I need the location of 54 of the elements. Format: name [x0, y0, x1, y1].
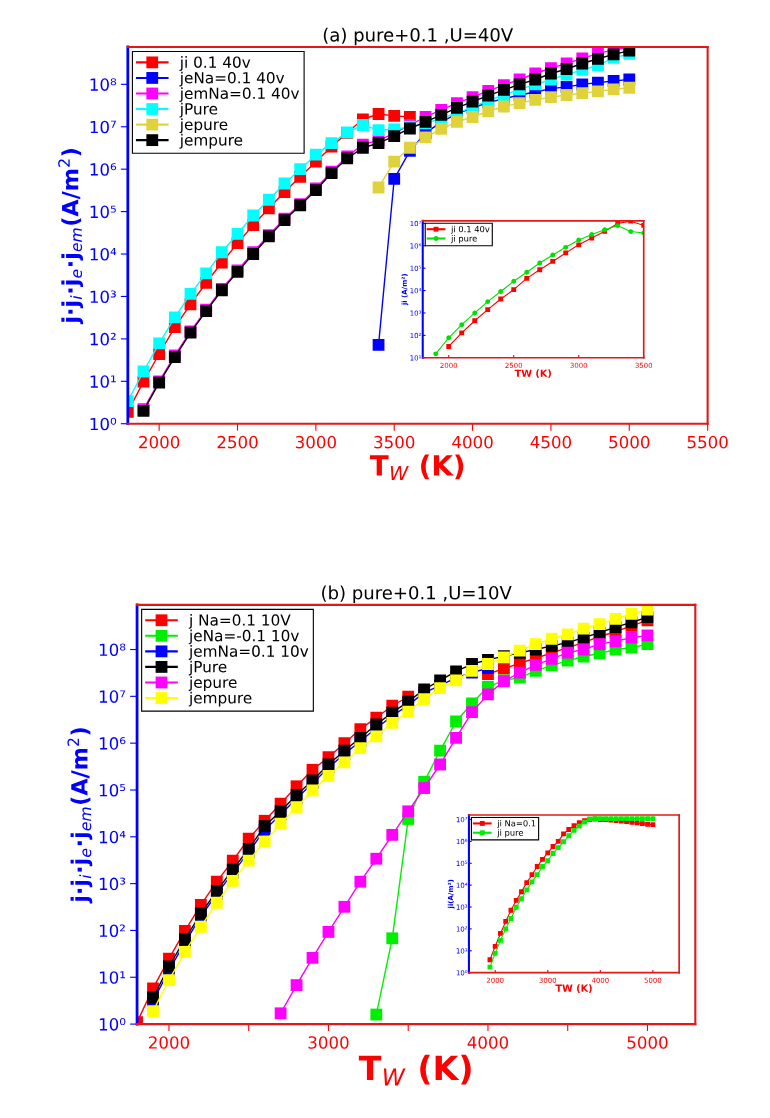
- y-tick-label: 10³: [90, 290, 116, 304]
- y-tick-label: 10⁸: [90, 78, 117, 91]
- y-tick-label: 10⁶: [90, 163, 117, 176]
- legend-label: jepure: [179, 118, 228, 134]
- legend-label: jepure: [188, 676, 237, 691]
- x-tick-label: 4500: [530, 435, 572, 449]
- legend-label: jPure: [179, 102, 218, 118]
- legend-label: jemNa=0.1 10v: [188, 645, 309, 660]
- x-axis-title: T$_{W}$ (K): [358, 1054, 471, 1086]
- y-tick-label: 10⁵: [99, 783, 126, 797]
- x-tick-label: 3000: [295, 435, 336, 449]
- y-tick-label: 10⁴: [90, 247, 117, 261]
- chart-title: (a) pure+0.1 ,U=40V: [323, 27, 514, 46]
- x-axis-title: TW (K): [555, 984, 592, 993]
- legend-label: j Na=0.1 10V: [188, 614, 291, 629]
- x-tick-label: 5500: [687, 435, 728, 449]
- legend-label: jPure: [188, 660, 227, 676]
- legend-label: ji pure: [497, 829, 524, 838]
- x-tick-label: 3500: [374, 435, 415, 449]
- x-tick-label: 4000: [467, 1036, 509, 1049]
- x-tick-label: 2000: [139, 435, 180, 449]
- x-axis-title: T$_{W}$ (K): [369, 454, 464, 481]
- x-tick-label: 2000: [148, 1036, 190, 1049]
- x-tick-label: 4000: [452, 435, 493, 449]
- legend-label: jempure: [179, 133, 243, 149]
- y-tick-label: 10⁸: [99, 643, 126, 657]
- legend-label: ji Na=0.1: [497, 820, 536, 829]
- chart-title: (b) pure+0.1 ,U=10V: [322, 585, 512, 604]
- y-tick-label: 10⁶: [99, 737, 126, 750]
- y-tick-label: 10⁷: [90, 120, 116, 134]
- x-tick-label: 5000: [627, 1036, 668, 1049]
- y-tick-label: 10²: [99, 924, 125, 938]
- text: j·j$_{i}$·j$_{e}$·j$_{em}$(A/m$^{2}$): [58, 149, 83, 325]
- y-tick-label: 10⁷: [99, 690, 126, 703]
- text: j·j$_{i}$·j$_{e}$·j$_{em}$(A/m$^{2}$): [67, 728, 93, 904]
- x-axis-title: TW (K): [514, 369, 551, 379]
- y-tick-label: 10⁴: [99, 830, 126, 844]
- legend-label: ji 0.1 40v: [179, 56, 251, 71]
- x-tick-label: 5000: [609, 435, 650, 449]
- legend-label: jeNa=-0.1 10v: [188, 629, 299, 645]
- legend-label: jemNa=0.1 40v: [179, 87, 300, 103]
- y-tick-label: 10⁵: [90, 205, 116, 219]
- y-tick-label: 10¹: [99, 971, 126, 984]
- y-tick-label: 10³: [99, 877, 126, 891]
- x-tick-label: 3000: [308, 1036, 349, 1049]
- legend-label: jempure: [188, 691, 252, 707]
- y-tick-label: 10⁰: [90, 417, 117, 431]
- legend-label: ji pure: [450, 235, 477, 244]
- y-tick-label: 10⁰: [99, 1018, 126, 1031]
- y-tick-label: 10²: [90, 332, 116, 346]
- x-tick-label: 2500: [217, 435, 258, 449]
- y-tick-label: 10¹: [90, 375, 116, 388]
- legend-label: ji 0.1 40v: [450, 225, 490, 234]
- legend-label: jeNa=0.1 40v: [179, 71, 285, 87]
